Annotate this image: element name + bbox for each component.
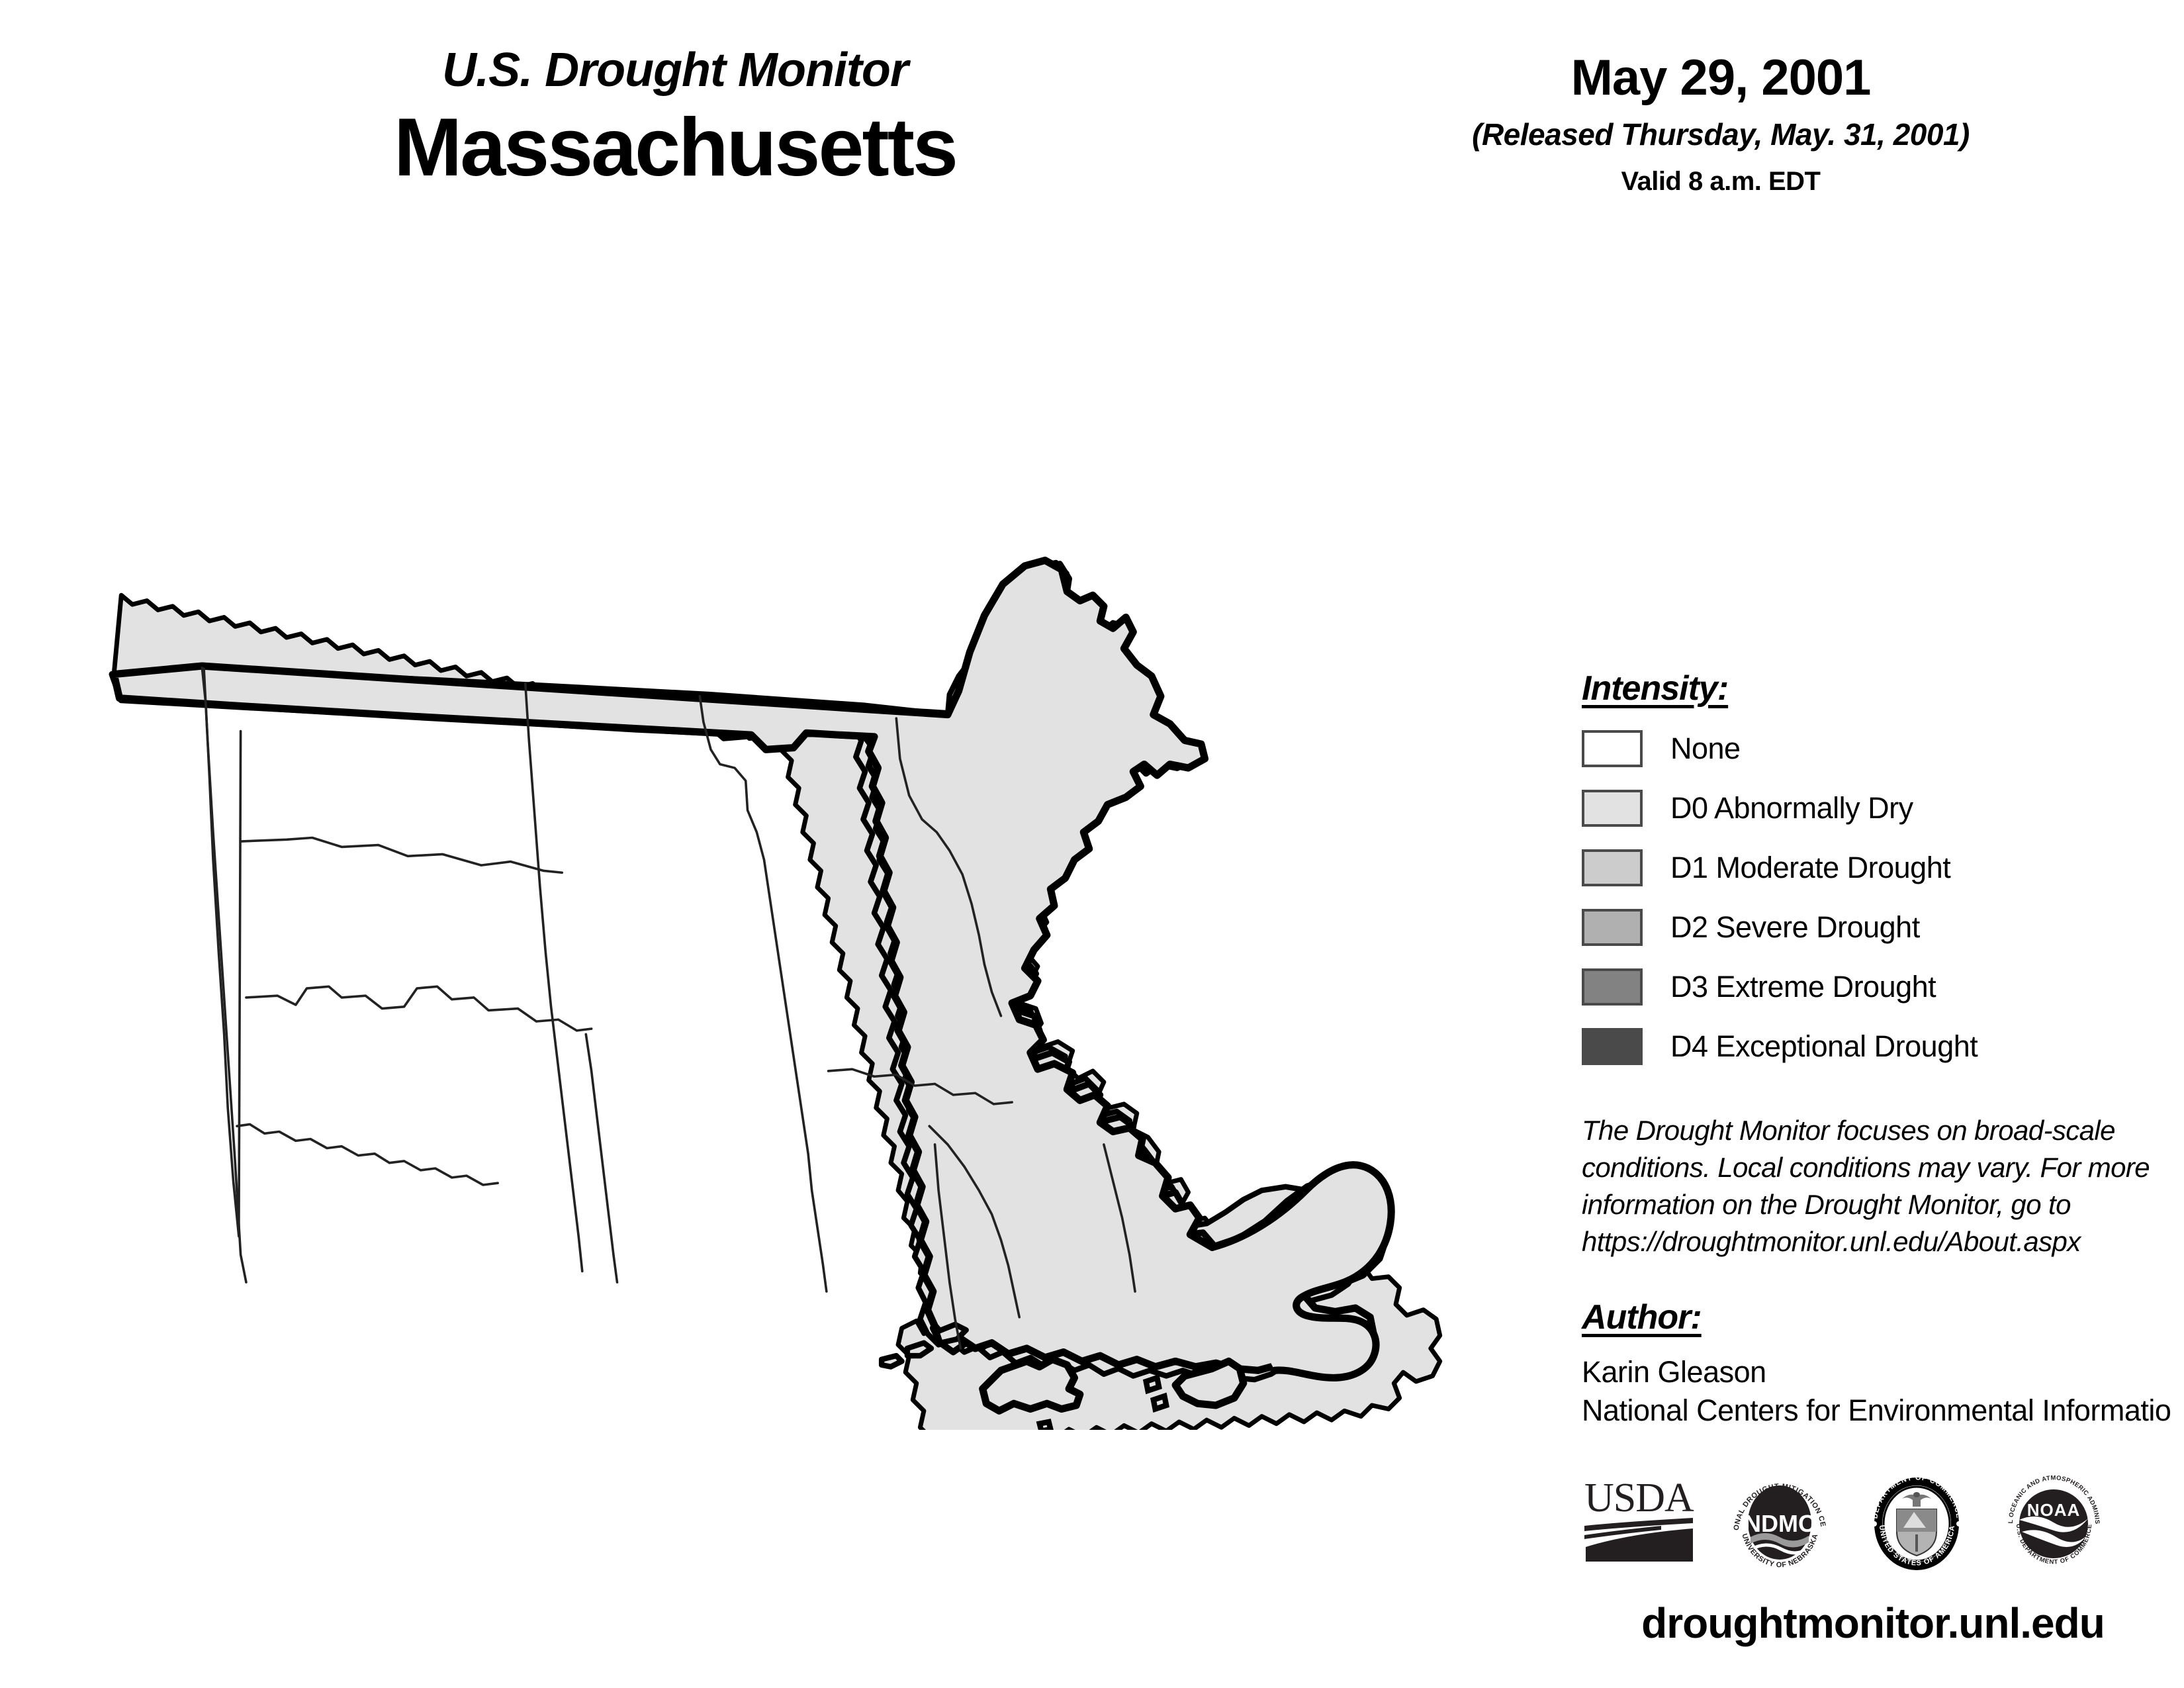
cape-cod-hook bbox=[1208, 1161, 1395, 1382]
county-line-middlesex-essex bbox=[895, 717, 1003, 1017]
disclaimer-line-3: information on the Drought Monitor, go t… bbox=[1582, 1188, 2071, 1220]
island-small-2 bbox=[1150, 1392, 1170, 1413]
usda-logo: USDA bbox=[1582, 1473, 1698, 1572]
island-small-1 bbox=[1142, 1374, 1162, 1395]
header-date-block: May 29, 2001 (Released Thursday, May. 31… bbox=[1377, 53, 2065, 197]
legend-item-d3[interactable]: D3 Extreme Drought bbox=[1582, 965, 2177, 1009]
ma-mainland bbox=[110, 556, 1390, 1374]
legend-label-d1: D1 Moderate Drought bbox=[1670, 851, 1951, 884]
legend-label-d3: D3 Extreme Drought bbox=[1670, 970, 1936, 1004]
author-affiliation: National Centers for Environmental Infor… bbox=[1582, 1393, 2171, 1427]
author-heading: Author: bbox=[1582, 1298, 1702, 1336]
massachusetts-drought-map[interactable] bbox=[66, 556, 1535, 1430]
county-line-bristol-plymouth bbox=[933, 1143, 962, 1350]
legend-swatch-d0 bbox=[1582, 790, 1643, 827]
legend-item-d2[interactable]: D2 Severe Drought bbox=[1582, 906, 2177, 949]
elizabeth-islands-3 bbox=[878, 1352, 905, 1370]
svg-text:USDA: USDA bbox=[1584, 1476, 1694, 1521]
legend-item-none[interactable]: None bbox=[1582, 727, 2177, 771]
elizabeth-islands-2 bbox=[904, 1340, 934, 1359]
map-svg bbox=[109, 556, 1443, 1430]
county-line-hampshire-hampden bbox=[245, 985, 593, 1032]
legend-swatch-d4 bbox=[1582, 1028, 1643, 1065]
county-line-plymouth-barnstable bbox=[1103, 1143, 1136, 1293]
county-line-1 bbox=[203, 667, 248, 1284]
elizabeth-islands bbox=[934, 1321, 969, 1346]
doc-logo: DEPARTMENT OF COMMERCE UNITED STATES OF … bbox=[1862, 1468, 1972, 1577]
noaa-logo: NOAA NATIONAL OCEANIC AND ATMOSPHERIC AD… bbox=[1999, 1468, 2109, 1577]
massachusetts-shape bbox=[110, 556, 1395, 1430]
released-date: (Released Thursday, May. 31, 2001) bbox=[1472, 117, 1970, 152]
author-block: Author: Karin Gleason National Centers f… bbox=[1582, 1297, 2184, 1429]
author-name: Karin Gleason bbox=[1582, 1355, 1766, 1389]
county-line-franklin-hampshire bbox=[239, 836, 564, 874]
marthas-vineyard bbox=[979, 1356, 1084, 1415]
county-line-middlesex-norfolk bbox=[827, 1068, 1013, 1105]
legend-label-none: None bbox=[1670, 731, 1741, 765]
valid-time: Valid 8 a.m. EDT bbox=[1621, 167, 1821, 196]
legend-label-d4: D4 Exceptional Drought bbox=[1670, 1029, 1978, 1063]
legend-item-d0[interactable]: D0 Abnormally Dry bbox=[1582, 786, 2177, 830]
county-boundaries bbox=[201, 667, 1136, 1350]
legend-swatch-d3 bbox=[1582, 968, 1643, 1006]
county-line-hampden-worcester bbox=[584, 1033, 619, 1284]
ndmc-logo: NDMC NATIONAL DROUGHT MITIGATION CENTER … bbox=[1725, 1468, 1835, 1577]
svg-text:NDMC: NDMC bbox=[1744, 1510, 1815, 1537]
disclaimer-url[interactable]: https://droughtmonitor.unl.edu/About.asp… bbox=[1582, 1225, 2081, 1257]
nantucket bbox=[1171, 1357, 1248, 1409]
disclaimer: The Drought Monitor focuses on broad-sca… bbox=[1582, 1112, 2184, 1260]
footer-url[interactable]: droughtmonitor.unl.edu bbox=[1641, 1599, 2105, 1647]
county-line-berkshire-south bbox=[236, 1123, 499, 1186]
valid-date: May 29, 2001 bbox=[1570, 50, 1872, 106]
legend-swatch-d1 bbox=[1582, 849, 1643, 886]
legend-item-d4[interactable]: D4 Exceptional Drought bbox=[1582, 1025, 2177, 1068]
legend-swatch-none bbox=[1582, 730, 1643, 767]
legend-label-d2: D2 Severe Drought bbox=[1670, 910, 1920, 944]
program-title: U.S. Drought Monitor bbox=[442, 44, 909, 97]
disclaimer-line-1: The Drought Monitor focuses on broad-sca… bbox=[1582, 1115, 2116, 1146]
legend-heading: Intensity: bbox=[1582, 669, 1729, 708]
page-title: Massachusetts bbox=[393, 102, 958, 193]
legend: Intensity: None D0 Abnormally Dry D1 Mod… bbox=[1582, 669, 2177, 1084]
disclaimer-line-2: conditions. Local conditions may vary. F… bbox=[1582, 1151, 2150, 1183]
svg-text:NOAA: NOAA bbox=[2027, 1500, 2081, 1520]
header-title-block: U.S. Drought Monitor Massachusetts bbox=[278, 46, 1072, 191]
county-line-franklin-worcester bbox=[523, 682, 584, 1273]
legend-label-d0: D0 Abnormally Dry bbox=[1670, 791, 1913, 825]
county-line-worcester-east bbox=[698, 695, 828, 1293]
county-line-norfolk-plymouth bbox=[928, 1125, 1021, 1319]
agency-logo-row: USDA NDMC NATIONAL DROUGHT MITIGATION CE… bbox=[1582, 1463, 2184, 1582]
legend-item-d1[interactable]: D1 Moderate Drought bbox=[1582, 846, 2177, 890]
legend-swatch-d2 bbox=[1582, 909, 1643, 946]
island-small-3 bbox=[1036, 1419, 1054, 1430]
